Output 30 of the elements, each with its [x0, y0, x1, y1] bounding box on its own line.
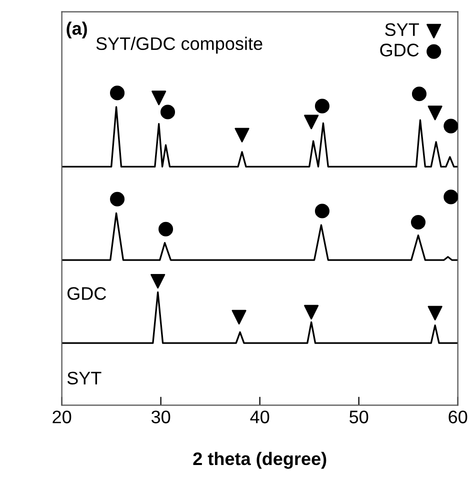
point — [428, 306, 442, 320]
point — [234, 128, 250, 142]
point — [410, 214, 426, 230]
legend-label: SYT — [385, 23, 419, 36]
x-axis-title: 2 theta (degree) — [193, 452, 326, 469]
point — [160, 104, 176, 120]
point — [412, 86, 427, 102]
x-tick-label: 50 — [350, 410, 368, 424]
text: SYT/GDC composite — [96, 36, 262, 54]
point — [314, 204, 330, 218]
x-tick-label: 30 — [151, 410, 170, 424]
point — [444, 118, 458, 134]
x-tick-label: 40 — [250, 410, 270, 424]
annotation: SYT — [67, 372, 102, 384]
x-tick-label: 20 — [52, 410, 72, 424]
point — [304, 114, 319, 130]
point — [110, 192, 125, 206]
annotation: GDC — [67, 287, 106, 300]
legend-label: GDC — [380, 44, 419, 56]
point — [158, 222, 174, 236]
point — [304, 304, 319, 320]
point — [110, 86, 125, 100]
point — [314, 98, 330, 114]
point — [232, 310, 246, 324]
point — [444, 190, 458, 204]
point — [428, 106, 442, 120]
point — [150, 274, 166, 289]
point — [152, 90, 166, 106]
text: (a) — [66, 22, 87, 38]
x-tick-label: 60 — [448, 410, 468, 424]
